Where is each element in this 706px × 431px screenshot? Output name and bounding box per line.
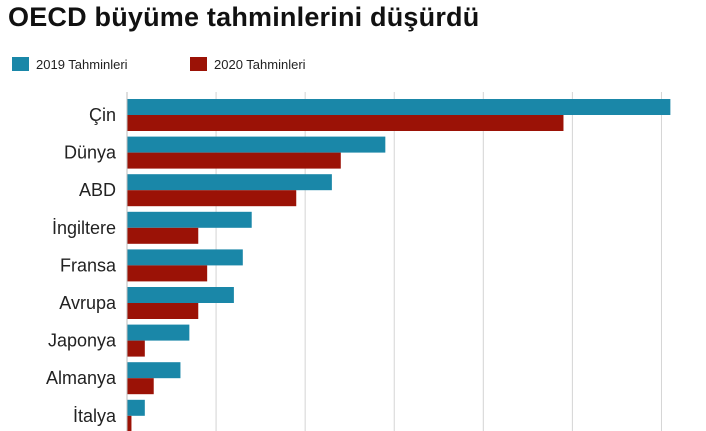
bar-2020 bbox=[127, 303, 199, 319]
bar-2019 bbox=[127, 249, 243, 266]
category-label: İtalya bbox=[73, 406, 117, 426]
bar-2020 bbox=[127, 265, 208, 282]
category-label: İngiltere bbox=[52, 218, 116, 238]
category-label: ABD bbox=[79, 180, 116, 200]
bar-2019 bbox=[127, 174, 332, 191]
bar-2020 bbox=[127, 340, 145, 357]
bar-2020 bbox=[127, 378, 154, 395]
bar-2019 bbox=[127, 362, 181, 379]
category-label: Dünya bbox=[64, 143, 117, 163]
bar-2019 bbox=[127, 287, 234, 303]
category-label: Almanya bbox=[46, 368, 117, 388]
bar-2019 bbox=[127, 211, 252, 228]
category-label: Çin bbox=[89, 105, 116, 125]
legend-label-2020: 2020 Tahminleri bbox=[214, 57, 306, 72]
legend-label-2019: 2019 Tahminleri bbox=[36, 57, 128, 72]
chart-title: OECD büyüme tahminlerini düşürdü bbox=[8, 2, 480, 32]
bar-2020 bbox=[127, 415, 132, 431]
bar-2020 bbox=[127, 227, 199, 244]
legend-swatch-2020 bbox=[190, 57, 207, 71]
bar-2020 bbox=[127, 152, 341, 169]
bar-2019 bbox=[127, 99, 671, 115]
bar-2020 bbox=[127, 115, 564, 131]
bar-2020 bbox=[127, 190, 297, 207]
category-label: Avrupa bbox=[59, 293, 117, 313]
bar-2019 bbox=[127, 136, 386, 153]
bar-2019 bbox=[127, 324, 190, 341]
category-label: Fransa bbox=[60, 255, 117, 275]
category-label: Japonya bbox=[48, 331, 117, 351]
legend-swatch-2019 bbox=[12, 57, 29, 71]
bar-2019 bbox=[127, 399, 145, 416]
